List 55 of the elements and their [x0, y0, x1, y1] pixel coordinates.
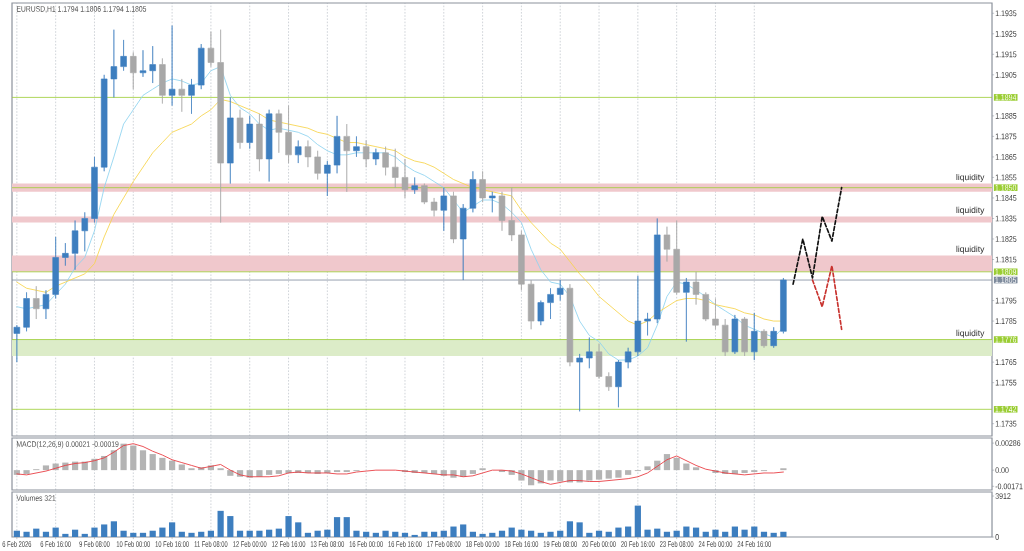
y-tick-label: -0.00171: [995, 483, 1023, 490]
band-label: liquidity: [956, 173, 985, 182]
x-tick-label: 16 Feb 16:00: [388, 540, 422, 547]
x-tick-label: 18 Feb 00:00: [466, 540, 500, 547]
band-label: liquidity: [956, 206, 985, 215]
x-tick-label: 20 Feb 16:00: [621, 540, 655, 547]
ref-line-label: 1.1805: [995, 277, 1017, 283]
x-tick-label: 12 Feb 16:00: [272, 540, 306, 547]
ref-line-label: 1.1850: [995, 184, 1017, 191]
band-label: liquidity: [956, 329, 985, 338]
y-tick-label: 1.1925: [995, 30, 1017, 37]
ref-line-label: 1.1776: [995, 336, 1017, 343]
y-tick-label: 1.1905: [995, 71, 1017, 78]
y-tick-label: 1.1765: [995, 359, 1017, 366]
x-tick-label: 10 Feb 00:00: [116, 540, 151, 547]
x-tick-label: 23 Feb 08:00: [659, 540, 694, 547]
x-tick-label: 17 Feb 08:00: [427, 540, 461, 547]
x-tick-label: 18 Feb 16:00: [504, 540, 539, 547]
y-tick-label: 1.1755: [995, 379, 1017, 386]
ref-line-label: 1.1809: [995, 268, 1017, 275]
x-tick-label: 19 Feb 08:00: [543, 540, 577, 547]
y-tick-label: 1.1835: [995, 215, 1017, 222]
chart-title: MACD(12,26,9) 0.00021 -0.00019: [16, 441, 119, 449]
x-tick-label: 16 Feb 00:00: [349, 540, 383, 547]
y-tick-label: 0.00: [995, 467, 1009, 474]
x-tick-label: 9 Feb 08:00: [79, 540, 110, 547]
x-tick-label: 24 Feb 16:00: [737, 540, 772, 547]
x-tick-label: 10 Feb 16:00: [155, 540, 189, 547]
y-tick-label: 1.1885: [995, 112, 1017, 119]
y-tick-label: 1.1865: [995, 153, 1017, 160]
x-tick-label: 6 Feb 16:00: [40, 540, 71, 547]
y-tick-label: 1.1825: [995, 236, 1017, 242]
x-tick-label: 12 Feb 00:00: [233, 540, 267, 547]
y-tick-label: 1.1795: [995, 297, 1017, 304]
x-tick-label: 20 Feb 00:00: [582, 540, 616, 547]
y-tick-label: 1.1845: [995, 195, 1017, 201]
x-tick-label: 11 Feb 08:00: [194, 540, 228, 547]
y-tick-label: 1.1935: [995, 10, 1017, 17]
y-tick-label: 1.1735: [995, 420, 1017, 427]
chart-title: EURUSD,H1 1.1794 1.1806 1.1794 1.1805: [16, 6, 147, 13]
y-tick-label: 0.00286: [995, 440, 1021, 447]
y-tick-label: 3912: [995, 493, 1011, 499]
ref-line-label: 1.1742: [995, 406, 1017, 413]
x-tick-label: 24 Feb 00:00: [698, 540, 733, 547]
y-tick-label: 1.1815: [995, 256, 1017, 263]
band-label: liquidity: [956, 245, 985, 254]
y-tick-label: 0: [995, 534, 999, 540]
x-tick-label: 6 Feb 2026: [2, 540, 32, 547]
y-tick-label: 1.1785: [995, 318, 1017, 325]
y-tick-label: 1.1915: [995, 51, 1017, 58]
ref-line-label: 1.1894: [995, 94, 1017, 101]
x-tick-label: 13 Feb 08:00: [310, 540, 345, 547]
chart-title: Volumes 321: [16, 495, 56, 501]
y-tick-label: 1.1875: [995, 133, 1017, 140]
y-tick-label: 1.1855: [995, 174, 1017, 181]
